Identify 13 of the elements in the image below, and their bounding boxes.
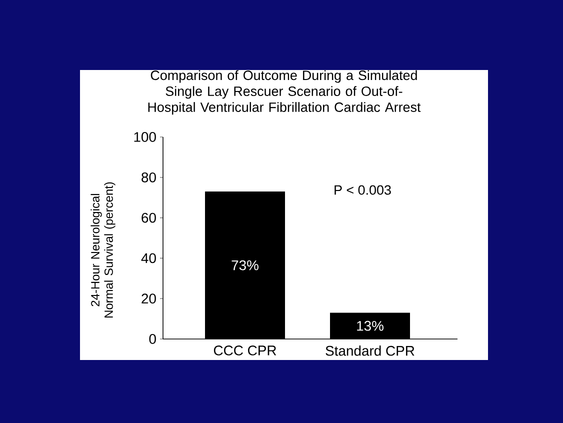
annotation: P < 0.003 <box>334 185 391 195</box>
y-tick-label: 100 <box>134 132 156 142</box>
data-label: 13% <box>357 320 384 331</box>
chart-title: Comparison of Outcome During a Simulated Single Lay Rescuer Scenario of Out-of-Hospital Ventricular Fibrillation Cardiac Arrest <box>148 70 421 115</box>
y-tick-label: 80 <box>142 172 156 182</box>
y-axis-title: 24-Hour Neurological Normal Survival (percent) <box>90 182 116 318</box>
y-tick-label: 60 <box>142 212 156 223</box>
y-tick-label: 40 <box>141 253 156 264</box>
y-tick-label: 0 <box>149 334 156 344</box>
x-tick-label: CCC CPR <box>214 346 276 356</box>
x-tick-label: Standard CPR <box>326 346 414 356</box>
data-label: 73% <box>232 260 258 270</box>
y-tick-label: 20 <box>142 294 156 304</box>
